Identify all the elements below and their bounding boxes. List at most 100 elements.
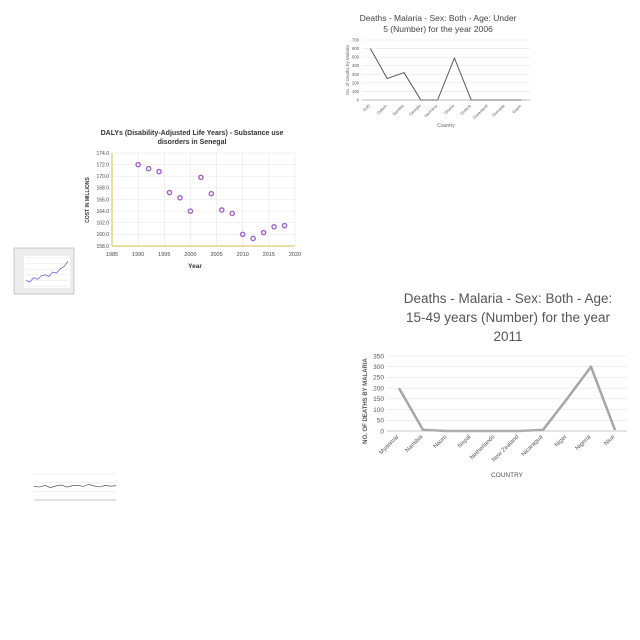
- x-tick-label: Gabon: [376, 103, 388, 115]
- data-point: [281, 222, 288, 229]
- y-tick-label: 166.0: [96, 197, 109, 203]
- y-tick-label: 172.0: [96, 162, 109, 168]
- y-tick-label: 250: [373, 375, 384, 382]
- x-tick-label: 2005: [210, 252, 222, 258]
- data-point: [260, 229, 267, 236]
- chart-title-line-2: 5 (Number) for the year 2006: [383, 24, 493, 34]
- chart-thumbnail-blue-line: [13, 247, 75, 295]
- chart-x-label: Country: [437, 123, 455, 129]
- chart-dalys-senegal-svg: DALYs (Disability-Adjusted Life Years) -…: [85, 130, 301, 270]
- data-point: [218, 207, 225, 213]
- series-line: [33, 484, 117, 488]
- x-tick-label: 1985: [106, 252, 118, 258]
- y-tick-label: 170.0: [96, 174, 109, 180]
- data-point: [208, 190, 215, 197]
- x-tick-label: Niger: [554, 434, 568, 448]
- data-point: [145, 165, 152, 172]
- chart-gridlines: [34, 473, 116, 501]
- y-tick-label: 168.0: [96, 186, 109, 192]
- x-tick-label: Nauru: [433, 434, 449, 450]
- chart-y-ticks: 158.0 160.0 162.0 164.0 166.0 168.0 170.0 172.0…: [96, 151, 109, 250]
- y-tick-label: 0: [357, 97, 360, 102]
- x-tick-label: Niue: [603, 434, 616, 447]
- y-tick-label: 300: [352, 72, 360, 77]
- data-point: [166, 189, 173, 196]
- x-tick-label: Gambia: [391, 103, 405, 117]
- chart-malaria-15-49-2011: Deaths - Malaria - Sex: Both - Age: 15-4…: [355, 285, 630, 485]
- x-tick-label: 2010: [237, 252, 249, 258]
- chart-y-label: No. of Deaths by Malaria: [345, 45, 350, 95]
- chart-malaria-15-49-svg: Deaths - Malaria - Sex: Both - Age: 15-4…: [363, 291, 627, 479]
- y-tick-label: 162.0: [96, 221, 109, 227]
- x-tick-label: Greenland: [472, 103, 489, 120]
- y-tick-label: 600: [352, 46, 360, 51]
- y-tick-label: 300: [373, 364, 384, 371]
- x-tick-label: 1990: [132, 252, 144, 258]
- chart-title-line-2: 15-49 years (Number) for the year: [406, 310, 611, 325]
- y-tick-label: 158.0: [96, 244, 109, 250]
- y-tick-label: 150: [373, 396, 384, 403]
- y-tick-label: 164.0: [96, 209, 109, 215]
- x-tick-label: Ghana: [443, 103, 456, 116]
- y-tick-label: 700: [352, 37, 360, 42]
- x-tick-label: 2015: [263, 252, 275, 258]
- x-tick-label: DJD: [362, 103, 371, 112]
- x-tick-label: Nigeria: [575, 434, 593, 452]
- data-point: [198, 174, 204, 181]
- x-tick-label: Namibia: [405, 434, 425, 454]
- chart-y-ticks: 0 50 100 150 200 250 300 350: [373, 353, 384, 435]
- data-point: [177, 194, 183, 201]
- data-point: [135, 161, 141, 168]
- data-point: [271, 224, 277, 230]
- y-tick-label: 0: [380, 428, 384, 435]
- x-tick-label: Myanmar: [378, 434, 400, 456]
- y-tick-label: 100: [352, 89, 360, 94]
- chart-y-label: COST IN MILLIONS: [85, 177, 91, 223]
- data-point: [187, 208, 194, 214]
- series-line: [25, 261, 69, 283]
- chart-x-label: Year: [188, 263, 202, 270]
- x-tick-label: Nepal: [457, 434, 472, 449]
- data-point: [250, 235, 256, 242]
- chart-thumbnail-dark-line: [28, 462, 120, 518]
- chart-line-series: [33, 484, 117, 488]
- chart-title-line-1: DALYs (Disability-Adjusted Life Years) -…: [101, 130, 284, 137]
- y-tick-label: 500: [352, 55, 360, 60]
- chart-y-label: NO. OF DEATHS BY MALARIA: [363, 357, 369, 443]
- data-point: [229, 210, 236, 217]
- data-point: [239, 231, 246, 238]
- chart-dalys-senegal: DALYs (Disability-Adjusted Life Years) -…: [80, 126, 305, 271]
- x-tick-label: Greece: [459, 103, 472, 116]
- chart-thumbnail-dark-svg: [33, 473, 117, 501]
- chart-title-line-1: Deaths - Malaria - Sex: Both - Age:: [404, 291, 613, 306]
- chart-x-label: COUNTRY: [491, 472, 524, 479]
- y-tick-label: 160.0: [96, 232, 109, 238]
- chart-gridlines: [111, 152, 296, 247]
- chart-gridlines: [362, 39, 530, 101]
- y-tick-label: 200: [373, 385, 384, 392]
- chart-x-ticks: 1985 1990 1995 2000 2005 2010 2015 2020: [106, 252, 301, 258]
- y-tick-label: 174.0: [96, 151, 109, 157]
- chart-title-line-2: disorders in Senegal: [158, 139, 227, 146]
- data-point: [156, 168, 162, 175]
- chart-title-line-3: 2011: [493, 329, 522, 344]
- chart-line-series: [25, 261, 69, 283]
- x-tick-label: 2000: [184, 252, 196, 258]
- chart-thumbnail-blue-svg: [13, 247, 75, 295]
- y-tick-label: 400: [352, 63, 360, 68]
- y-tick-label: 200: [352, 80, 360, 85]
- y-tick-label: 50: [377, 418, 385, 425]
- chart-title-line-1: Deaths - Malaria - Sex: Both - Age: Unde…: [360, 13, 517, 23]
- x-tick-label: Nicaragua: [521, 434, 545, 458]
- x-tick-label: Germany: [423, 103, 438, 118]
- y-tick-label: 350: [373, 353, 384, 360]
- x-tick-label: 1995: [158, 252, 170, 258]
- chart-thumbnail-plot-area: [24, 256, 70, 288]
- x-tick-label: 2020: [289, 252, 301, 258]
- chart-malaria-under5-2006: Deaths - Malaria - Sex: Both - Age: Unde…: [340, 8, 540, 133]
- chart-scatter-points: [135, 161, 288, 242]
- x-tick-label: Georgia: [408, 103, 422, 117]
- chart-y-ticks: 0 100 200 300 400 500 600 700: [352, 37, 360, 102]
- y-tick-label: 100: [373, 407, 384, 414]
